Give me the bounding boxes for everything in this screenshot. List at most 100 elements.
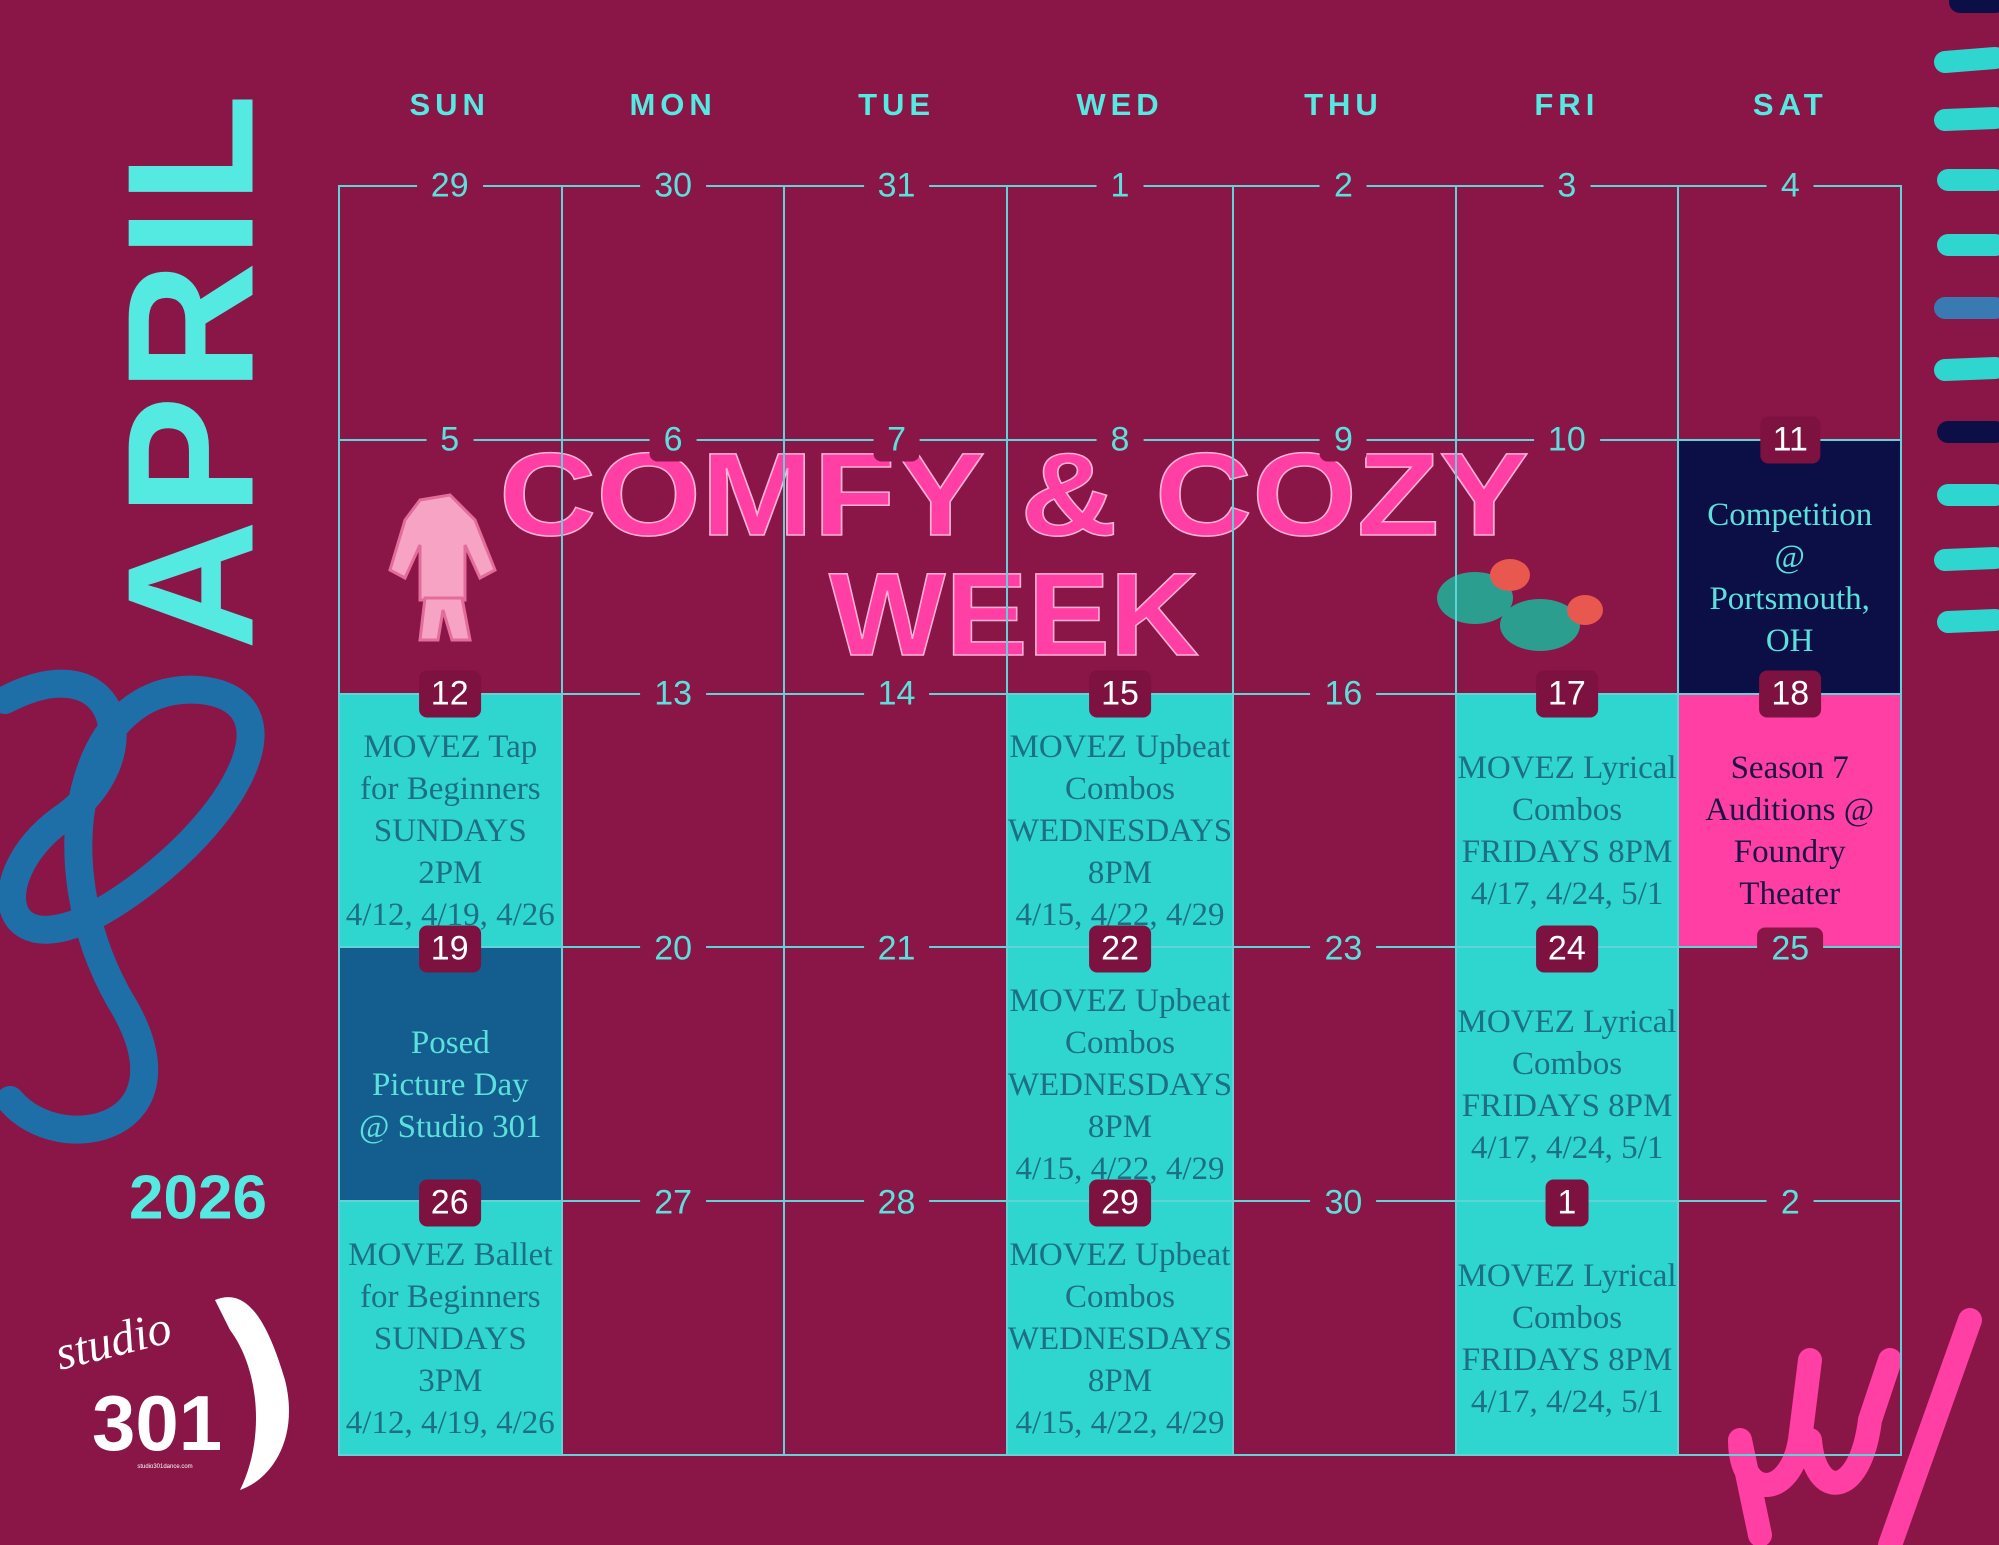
event-line: Portsmouth, bbox=[1709, 580, 1870, 617]
weekday: WED bbox=[1076, 87, 1164, 122]
event-line: SUNDAYS 2PM bbox=[373, 813, 527, 892]
day-number: 21 bbox=[863, 927, 930, 971]
day-cell: Season 7 Auditions @ Foundry Theater bbox=[1679, 694, 1902, 949]
event-line: MOVEZ Lyrical bbox=[1457, 1004, 1677, 1041]
day-cell: MOVEZ Tap for Beginners SUNDAYS 2PM 4/12, 4… bbox=[340, 694, 563, 949]
event-line: MOVEZ Lyrical bbox=[1457, 750, 1677, 787]
day-cell: MOVEZ Upbeat Combos WEDNESDAYS 8PM 4/15, 4/2… bbox=[1007, 948, 1235, 1203]
day-number: 1 bbox=[1545, 1179, 1589, 1227]
day-number: 11 bbox=[1760, 416, 1820, 464]
event-line: WEDNESDAYS bbox=[1007, 1321, 1233, 1358]
event-line: FRIDAYS 8PM bbox=[1461, 834, 1673, 871]
event-line: Combos bbox=[1512, 1046, 1623, 1083]
day-cell bbox=[1456, 440, 1680, 695]
event-line: MOVEZ Upbeat bbox=[1009, 983, 1231, 1020]
day-number: 12 bbox=[418, 670, 481, 718]
event-line: FRIDAYS 8PM bbox=[1461, 1088, 1673, 1125]
day-number: 19 bbox=[418, 925, 481, 973]
event-line: Picture Day bbox=[371, 1067, 529, 1104]
banner-subtitle: WEEK bbox=[829, 549, 1199, 681]
day-number: 18 bbox=[1759, 670, 1822, 718]
event-line: Competition bbox=[1707, 496, 1873, 533]
day-cell bbox=[785, 694, 1008, 949]
day-number: 5 bbox=[426, 418, 474, 462]
day-cell bbox=[1234, 694, 1457, 949]
event-line: Combos bbox=[1512, 792, 1623, 829]
day-cell bbox=[340, 187, 563, 441]
event-line: Posed bbox=[410, 1025, 490, 1062]
day-number: 23 bbox=[1310, 927, 1377, 971]
logo: studio 301 studio301dance.com bbox=[50, 1297, 289, 1490]
event-line: WEDNESDAYS bbox=[1007, 1067, 1233, 1104]
day-number: 26 bbox=[418, 1179, 481, 1227]
weekday: TUE bbox=[858, 87, 936, 122]
day-cell bbox=[562, 440, 786, 695]
day-cell bbox=[340, 440, 563, 695]
day-cell: MOVEZ Ballet for Beginners SUNDAYS 3PM 4/12… bbox=[340, 1202, 563, 1456]
day-number: 4 bbox=[1766, 164, 1814, 208]
event-line: @ Studio 301 bbox=[359, 1109, 542, 1146]
day-cell bbox=[1679, 1202, 1902, 1456]
dashes bbox=[1934, 0, 1999, 633]
year: 2026 bbox=[129, 1163, 267, 1233]
day-cell bbox=[562, 187, 786, 441]
event-line: 4/17, 4/24, 5/1 bbox=[1470, 1384, 1664, 1421]
day-number: 15 bbox=[1089, 670, 1151, 718]
day-cell bbox=[562, 694, 786, 949]
event-line: Combos bbox=[1512, 1300, 1623, 1337]
event-line: 4/17, 4/24, 5/1 bbox=[1470, 1130, 1664, 1167]
day-number: 7 bbox=[873, 418, 921, 462]
event-line: Combos bbox=[1064, 1025, 1175, 1062]
event-line: Season 7 bbox=[1730, 750, 1849, 787]
day-cell bbox=[1234, 440, 1457, 695]
event-line: MOVEZ Ballet bbox=[348, 1237, 553, 1274]
logo-number: 301 bbox=[92, 1379, 222, 1467]
day-cell bbox=[562, 948, 786, 1203]
event-line: Combos bbox=[1064, 1279, 1175, 1316]
event-line: SUNDAYS 3PM bbox=[373, 1321, 527, 1400]
day-cell bbox=[785, 440, 1008, 695]
day-number: 22 bbox=[1089, 925, 1151, 973]
pajamas bbox=[388, 493, 497, 642]
day-number: 8 bbox=[1096, 418, 1144, 462]
weekday: FRI bbox=[1534, 87, 1600, 122]
day-number: 31 bbox=[863, 164, 930, 208]
day-cell bbox=[1234, 187, 1457, 441]
day-number: 29 bbox=[1089, 1179, 1151, 1227]
event-line: WEDNESDAYS bbox=[1007, 813, 1233, 850]
event-line: 4/12, 4/19, 4/26 bbox=[345, 1405, 555, 1442]
event-line: MOVEZ Lyrical bbox=[1457, 1258, 1677, 1295]
day-number: 9 bbox=[1319, 418, 1367, 462]
day-cell: MOVEZ Upbeat Combos WEDNESDAYS 8PM 4/15, 4/2… bbox=[1007, 694, 1235, 949]
day-cell: MOVEZ Lyrical Combos FRIDAYS 8PM 4/17, 4/24… bbox=[1456, 948, 1680, 1203]
day-cell: Competition @ Portsmouth, OH bbox=[1679, 440, 1902, 695]
day-number: 30 bbox=[640, 164, 707, 208]
day-cell bbox=[1679, 948, 1902, 1203]
event-line: for Beginners bbox=[360, 771, 541, 808]
day-number: 13 bbox=[640, 672, 707, 716]
day-cell bbox=[785, 948, 1008, 1203]
weekday: SAT bbox=[1752, 87, 1828, 122]
event-line: for Beginners bbox=[360, 1279, 541, 1316]
logo-script: studio bbox=[50, 1301, 177, 1381]
event-line: 8PM bbox=[1087, 1363, 1153, 1400]
event-line: Foundry bbox=[1733, 834, 1846, 871]
month: APRIL bbox=[90, 90, 292, 650]
event-line: 4/15, 4/22, 4/29 bbox=[1015, 1405, 1225, 1442]
scribble bbox=[1728, 1308, 1982, 1545]
event-line: OH bbox=[1765, 622, 1814, 659]
day-number: 27 bbox=[640, 1181, 707, 1225]
logo-site: studio301dance.com bbox=[137, 1464, 192, 1470]
day-cell bbox=[1234, 948, 1457, 1203]
event-line: @ bbox=[1774, 538, 1805, 575]
day-number: 20 bbox=[640, 927, 707, 971]
event-line: 8PM bbox=[1087, 855, 1153, 892]
weekday: MON bbox=[629, 87, 717, 122]
day-number: 24 bbox=[1535, 925, 1598, 973]
event-line: Theater bbox=[1739, 876, 1841, 913]
day-cell: MOVEZ Lyrical Combos FRIDAYS 8PM 4/17, 4/24… bbox=[1456, 1202, 1680, 1456]
day-cell: MOVEZ Lyrical Combos FRIDAYS 8PM 4/17, 4/24… bbox=[1456, 694, 1680, 949]
day-cell bbox=[785, 1202, 1008, 1456]
day-cell bbox=[1234, 1202, 1457, 1456]
day-number: 29 bbox=[416, 164, 483, 208]
